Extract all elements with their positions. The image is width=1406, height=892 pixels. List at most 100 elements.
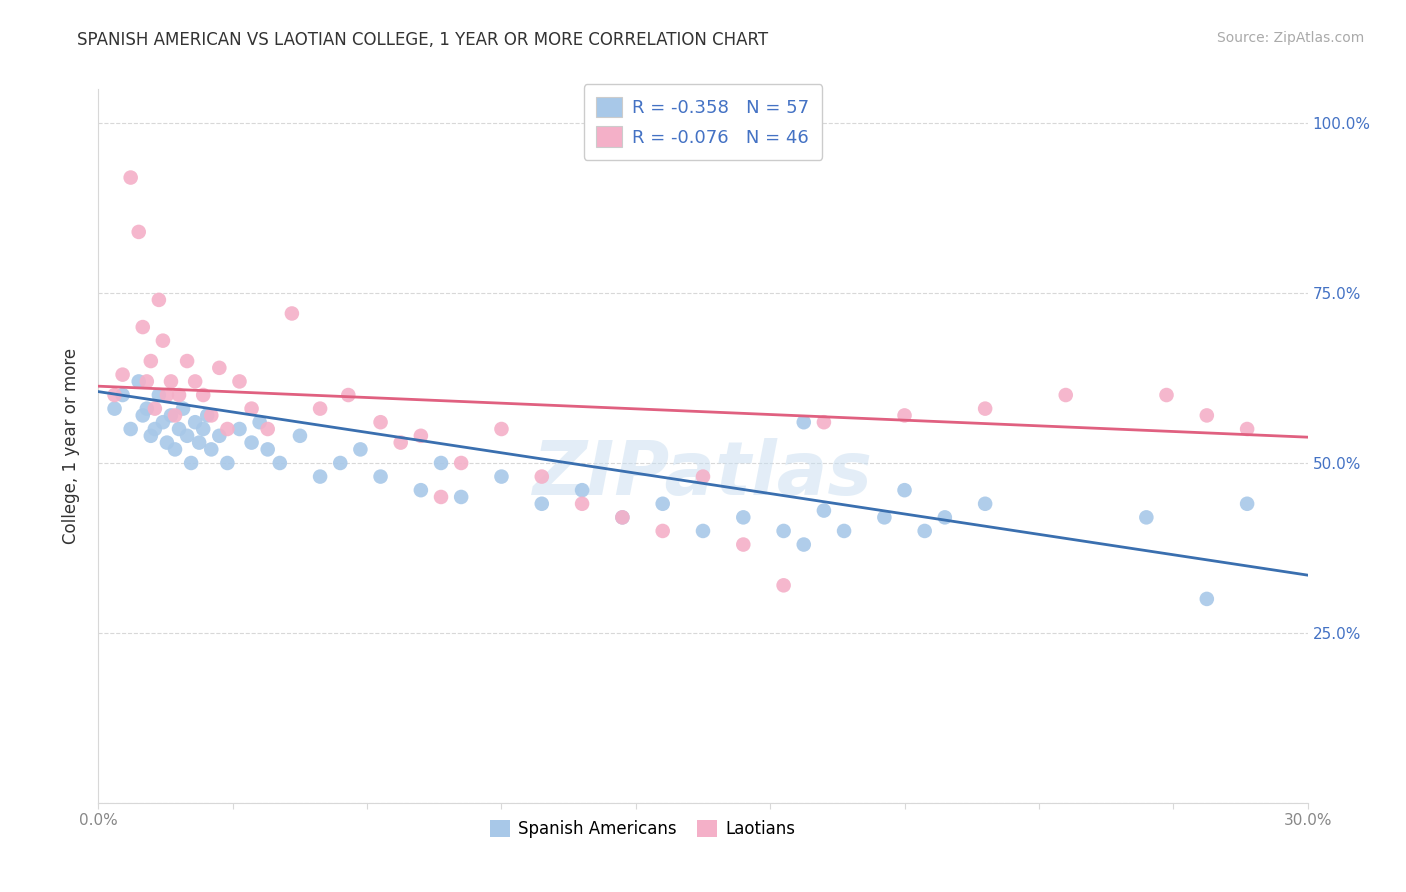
Point [530,497,553,511]
Point [288,429,311,443]
Point [180,456,202,470]
Point [163,409,186,423]
Point [612,510,634,524]
Point [450,456,472,470]
Point [195,409,218,423]
Point [240,401,263,416]
Point [309,401,332,416]
Point [148,293,170,307]
Point [152,415,174,429]
Point [491,422,513,436]
Point [208,360,231,375]
Point [1135,510,1157,524]
Point [128,225,150,239]
Point [893,409,915,423]
Point [139,354,162,368]
Point [934,510,956,524]
Point [409,429,432,443]
Point [249,415,271,429]
Point [163,442,186,457]
Point [793,415,815,429]
Point [389,435,412,450]
Point [111,388,134,402]
Y-axis label: College, 1 year or more: College, 1 year or more [62,348,80,544]
Point [430,456,453,470]
Point [256,422,278,436]
Point [329,456,352,470]
Point [128,375,150,389]
Point [1156,388,1178,402]
Point [132,320,155,334]
Point [120,170,142,185]
Point [111,368,134,382]
Point [208,429,231,443]
Point [228,422,250,436]
Point [281,306,304,320]
Point [132,409,155,423]
Point [337,388,360,402]
Point [188,435,211,450]
Point [184,415,207,429]
Point [733,537,755,551]
Point [893,483,915,498]
Point [370,415,392,429]
Point [651,497,673,511]
Text: SPANISH AMERICAN VS LAOTIAN COLLEGE, 1 YEAR OR MORE CORRELATION CHART: SPANISH AMERICAN VS LAOTIAN COLLEGE, 1 Y… [77,31,769,49]
Point [450,490,472,504]
Point [135,401,157,416]
Point [571,483,593,498]
Point [612,510,634,524]
Point [160,375,183,389]
Point [200,442,222,457]
Point [228,375,250,389]
Point [193,388,215,402]
Point [143,422,166,436]
Point [813,503,835,517]
Point [135,375,157,389]
Point [156,435,179,450]
Legend: Spanish Americans, Laotians: Spanish Americans, Laotians [484,813,801,845]
Point [1195,591,1218,606]
Point [193,422,215,436]
Point [139,429,162,443]
Point [143,401,166,416]
Point [571,497,593,511]
Point [217,456,239,470]
Point [914,524,936,538]
Text: Source: ZipAtlas.com: Source: ZipAtlas.com [1216,31,1364,45]
Point [430,490,453,504]
Point [832,524,855,538]
Point [184,375,207,389]
Point [309,469,332,483]
Point [370,469,392,483]
Point [772,524,794,538]
Point [1054,388,1077,402]
Point [692,524,714,538]
Point [530,469,553,483]
Point [156,388,179,402]
Point [217,422,239,436]
Point [200,409,222,423]
Point [269,456,291,470]
Point [974,401,997,416]
Point [1195,409,1218,423]
Point [176,429,198,443]
Point [172,401,194,416]
Point [148,388,170,402]
Point [103,388,125,402]
Point [349,442,371,457]
Point [167,422,190,436]
Point [733,510,755,524]
Point [1236,422,1258,436]
Point [256,442,278,457]
Point [772,578,794,592]
Point [167,388,190,402]
Point [160,409,183,423]
Point [103,401,125,416]
Point [240,435,263,450]
Point [692,469,714,483]
Point [813,415,835,429]
Point [152,334,174,348]
Point [873,510,896,524]
Point [176,354,198,368]
